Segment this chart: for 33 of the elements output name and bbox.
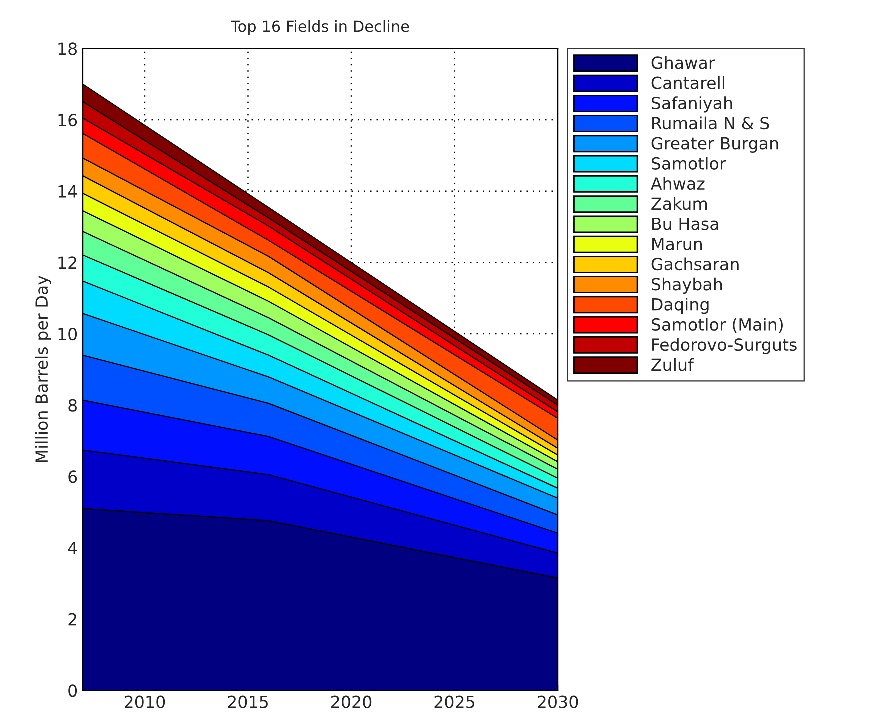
legend-label: Greater Burgan xyxy=(652,137,778,154)
y-tick-label: 4 xyxy=(68,542,78,554)
legend-label: Samotlor (Main) xyxy=(652,318,783,333)
x-tick-label: 2020 xyxy=(332,696,372,708)
legend-label: Ahwaz xyxy=(651,177,705,190)
y-tick-label: 18 xyxy=(58,42,77,56)
legend-label: Zuluf xyxy=(652,358,694,372)
x-tick-label: 2030 xyxy=(538,696,578,708)
y-tick-label: 12 xyxy=(58,256,76,270)
legend-label: Shaybah xyxy=(652,278,722,294)
legend-label: Fedorovo-Surguts xyxy=(652,338,797,354)
x-tick-label: 2015 xyxy=(228,696,268,708)
y-tick-label: 16 xyxy=(58,114,78,127)
legend-label: Cantarell xyxy=(652,76,724,90)
y-tick-label: 8 xyxy=(68,399,77,412)
legend-label: Ghawar xyxy=(652,56,716,70)
y-tick-label: 6 xyxy=(68,470,78,484)
legend-label: Zakum xyxy=(652,197,708,210)
legend-label: Daqing xyxy=(652,298,709,314)
y-tick-label: 0 xyxy=(68,684,78,698)
legend-label: Rumaila N & S xyxy=(652,116,770,130)
legend-label: Bu Hasa xyxy=(652,218,718,230)
y-tick-label: 14 xyxy=(58,186,78,198)
legend-label: Marun xyxy=(652,238,702,250)
y-axis-title: Million Barrels per Day xyxy=(35,276,52,462)
chart-title: Top 16 Fields in Decline xyxy=(231,20,410,36)
x-tick-label: 2025 xyxy=(434,696,475,708)
legend-label: Gachsaran xyxy=(652,258,739,271)
y-tick-label: 2 xyxy=(68,613,76,626)
y-tick-label: 10 xyxy=(58,328,78,341)
legend-label: Safaniyah xyxy=(652,96,732,113)
legend-label: Samotlor xyxy=(652,157,726,170)
x-tick-label: 2010 xyxy=(124,696,166,708)
